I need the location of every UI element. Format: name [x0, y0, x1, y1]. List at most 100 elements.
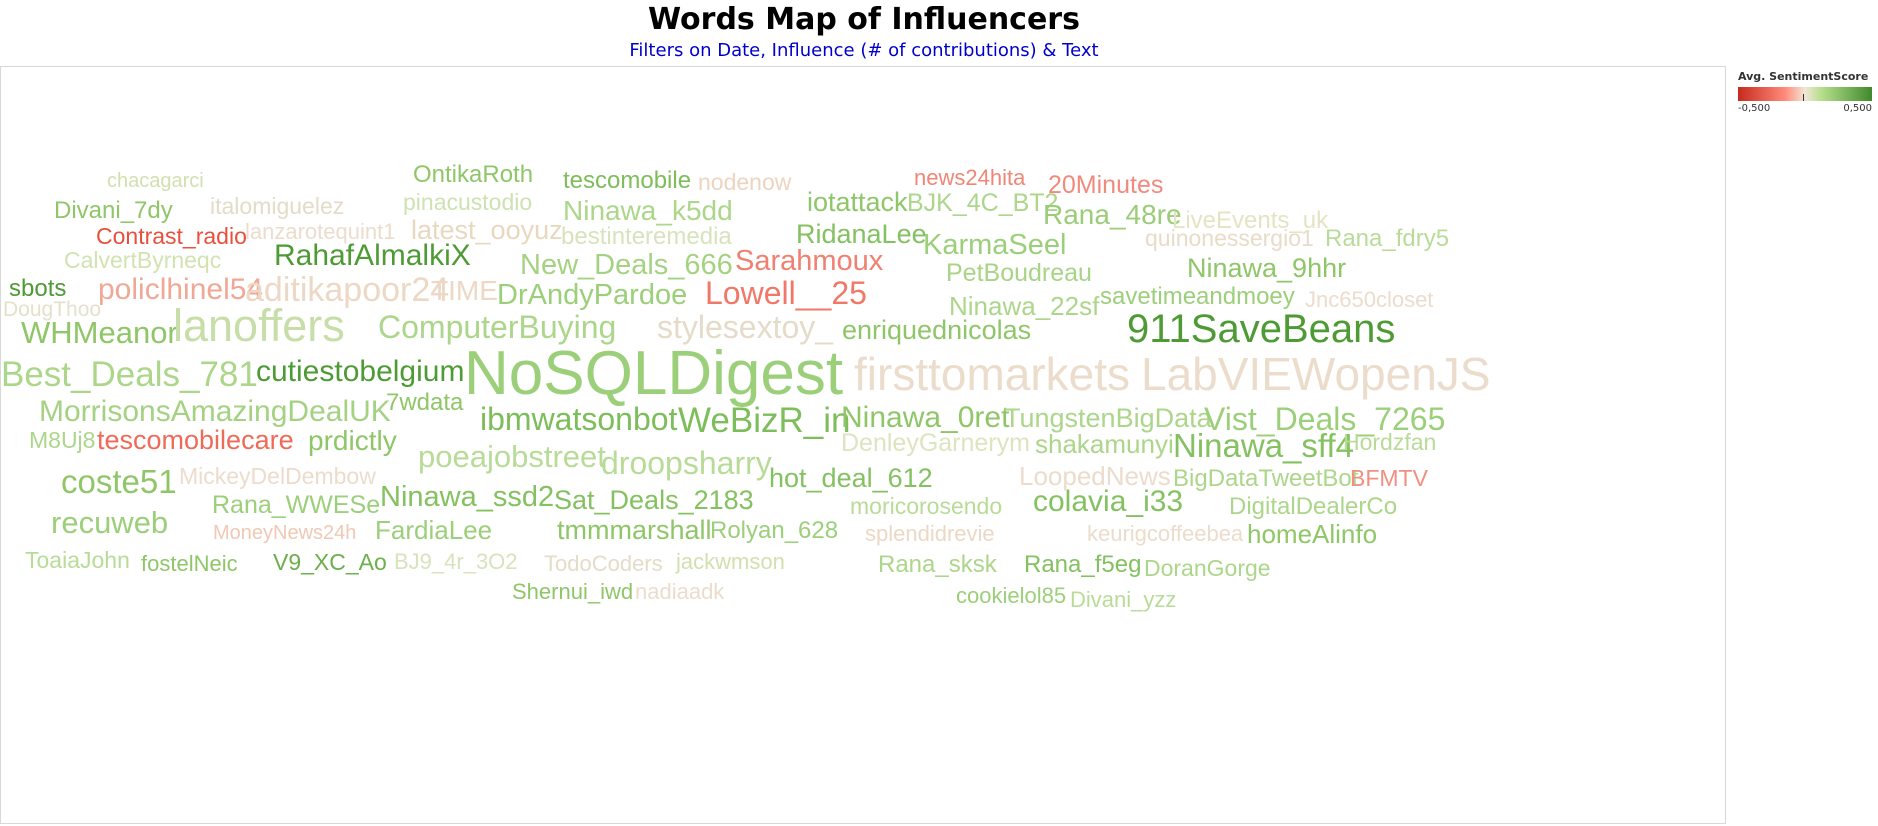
word-label[interactable]: keurigcoffeebea [1087, 521, 1244, 546]
word-label[interactable]: TodoCoders [544, 551, 663, 576]
word-label[interactable]: Shernui_iwd [512, 579, 634, 604]
word-label[interactable]: nadiaadk [635, 579, 725, 604]
word-label[interactable]: WeBizR_in [678, 401, 851, 440]
word-label[interactable]: ComputerBuying [378, 309, 617, 345]
word-label[interactable]: CalvertByrneqc [64, 247, 222, 273]
word-label[interactable]: sbots [9, 275, 67, 302]
word-label[interactable]: BFMTV [1350, 465, 1428, 491]
word-label[interactable]: prdictly [308, 425, 397, 456]
word-label[interactable]: poeajobstreet [418, 439, 606, 474]
word-label[interactable]: stylesextoy_ [657, 309, 834, 345]
word-label[interactable]: 20Minutes [1048, 171, 1164, 199]
word-label[interactable]: DenleyGarnerym [841, 429, 1030, 457]
word-label[interactable]: DigitalDealerCo [1229, 493, 1398, 520]
word-label[interactable]: Divani_7dy [54, 197, 173, 224]
word-label[interactable]: italomiguelez [210, 193, 345, 219]
word-label[interactable]: aditikapoor24 [245, 271, 450, 309]
word-label[interactable]: Rana_fdry5 [1325, 225, 1450, 252]
word-label[interactable]: RahafAlmalkiX [274, 239, 471, 272]
word-label[interactable]: recuweb [51, 505, 169, 540]
word-label[interactable]: pinacustodio [403, 189, 533, 215]
word-label[interactable]: TIME [431, 275, 498, 306]
word-label[interactable]: fostelNeic [141, 551, 238, 576]
word-label[interactable]: Ninawa_ssd2 [380, 481, 555, 513]
word-label[interactable]: shakamunyi [1035, 429, 1174, 459]
word-label[interactable]: Rana_48re [1043, 199, 1182, 230]
word-label[interactable]: jackwmson [676, 549, 785, 574]
word-label[interactable]: nodenow [698, 169, 792, 195]
word-label[interactable]: homeAlinfo [1247, 519, 1378, 549]
word-label[interactable]: droopsharry [601, 445, 772, 481]
word-label[interactable]: MorrisonsAmazingDealUK [39, 395, 391, 428]
word-label[interactable]: firsttomarkets [854, 348, 1131, 400]
word-label[interactable]: moricorosendo [850, 493, 1003, 519]
word-label[interactable]: Contrast_radio [96, 223, 247, 249]
word-label[interactable]: Divani_yzz [1070, 587, 1177, 612]
word-label[interactable]: ToaiaJohn [25, 547, 130, 573]
word-label[interactable]: DrAndyPardoe [497, 279, 688, 311]
word-label[interactable]: cutiestobelgium [256, 355, 465, 388]
word-label[interactable]: BJK_4C_BT2 [907, 189, 1059, 217]
word-label[interactable]: DougThoo [3, 298, 102, 321]
word-label[interactable]: tmmmarshall [557, 515, 712, 545]
word-label[interactable]: lanoffers [173, 300, 345, 351]
word-label[interactable]: M8Uj8 [29, 427, 96, 453]
word-label[interactable]: Lowell__25 [705, 275, 867, 311]
word-label[interactable]: Jnc650closet [1305, 287, 1434, 312]
word-label[interactable]: hot_deal_612 [769, 463, 933, 493]
word-label[interactable]: Sat_Deals_2183 [554, 485, 754, 515]
word-label[interactable]: MoneyNews24h [213, 522, 357, 544]
word-label[interactable]: WHMeanor [21, 315, 178, 350]
word-label[interactable]: quinonessergio1 [1145, 225, 1314, 251]
word-label[interactable]: news24hita [914, 165, 1026, 190]
word-label[interactable]: Rana_f5eg [1024, 551, 1142, 578]
word-label[interactable]: lanzarotequint1 [245, 219, 396, 244]
word-label[interactable]: New_Deals_666 [520, 249, 733, 281]
word-label[interactable]: 911SaveBeans [1127, 307, 1396, 351]
word-label[interactable]: Rolyan_628 [710, 517, 839, 544]
word-label[interactable]: LiveEvents_uk [1172, 207, 1329, 234]
word-label[interactable]: Hordzfan [1343, 429, 1437, 455]
word-label[interactable]: Ninawa_k5dd [563, 195, 733, 226]
word-label[interactable]: cookielol85 [956, 583, 1067, 608]
word-label[interactable]: splendidrevie [865, 521, 995, 546]
word-label[interactable]: Sarahmoux [735, 245, 884, 277]
word-label[interactable]: bestinteremedia [561, 223, 732, 250]
word-label[interactable]: Rana_WWESe [212, 491, 381, 519]
word-label[interactable]: FardiaLee [375, 515, 493, 545]
word-label[interactable]: policlhinel54 [98, 273, 264, 306]
word-label[interactable]: Rana_sksk [878, 551, 997, 578]
word-label[interactable]: tescomobile [563, 167, 692, 194]
word-label[interactable]: KarmaSeel [923, 229, 1067, 261]
word-label[interactable]: NoSQLDigest [464, 339, 844, 408]
word-label[interactable]: TungstenBigData [1004, 403, 1212, 433]
word-label[interactable]: LoopedNews [1019, 461, 1171, 491]
word-label[interactable]: iotattack [807, 187, 908, 217]
word-label[interactable]: 7wdata [386, 389, 464, 416]
word-label[interactable]: BJ9_4r_3O2 [394, 549, 518, 574]
word-label[interactable]: savetimeandmoey [1100, 283, 1295, 310]
word-label[interactable]: LabVIEWopenJS [1141, 348, 1491, 400]
word-label[interactable]: ibmwatsonbot [480, 401, 678, 437]
word-label[interactable]: V9_XC_Ao [273, 549, 387, 575]
word-label[interactable]: RidanaLee [796, 219, 927, 249]
word-label[interactable]: tescomobilecare [97, 425, 294, 455]
word-label[interactable]: Ninawa_sff4 [1173, 427, 1355, 464]
word-label[interactable]: Best_Deals_781 [1, 355, 258, 394]
word-label[interactable]: colavia_i33 [1033, 485, 1184, 518]
word-label[interactable]: coste51 [61, 463, 177, 500]
chart-title: Words Map of Influencers [648, 2, 1080, 37]
sentiment-legend: Avg. SentimentScore -0,500 0,500 [1738, 70, 1874, 114]
word-label[interactable]: BigDataTweetBot [1173, 465, 1359, 492]
word-label[interactable]: Vist_Deals_7265 [1204, 401, 1446, 437]
word-label[interactable]: Ninawa_0ret [841, 401, 1010, 434]
word-label[interactable]: DoranGorge [1144, 555, 1271, 581]
word-label[interactable]: Ninawa_9hhr [1187, 253, 1347, 283]
word-label[interactable]: enriquednicolas [842, 315, 1032, 345]
word-label[interactable]: latest_ooyuz [411, 215, 563, 245]
word-label[interactable]: Ninawa_22sf [949, 291, 1100, 321]
word-label[interactable]: OntikaRoth [413, 161, 534, 188]
word-label[interactable]: chacagarci [107, 170, 204, 192]
word-label[interactable]: MickeyDelDembow [179, 463, 376, 489]
word-label[interactable]: PetBoudreau [946, 259, 1092, 287]
